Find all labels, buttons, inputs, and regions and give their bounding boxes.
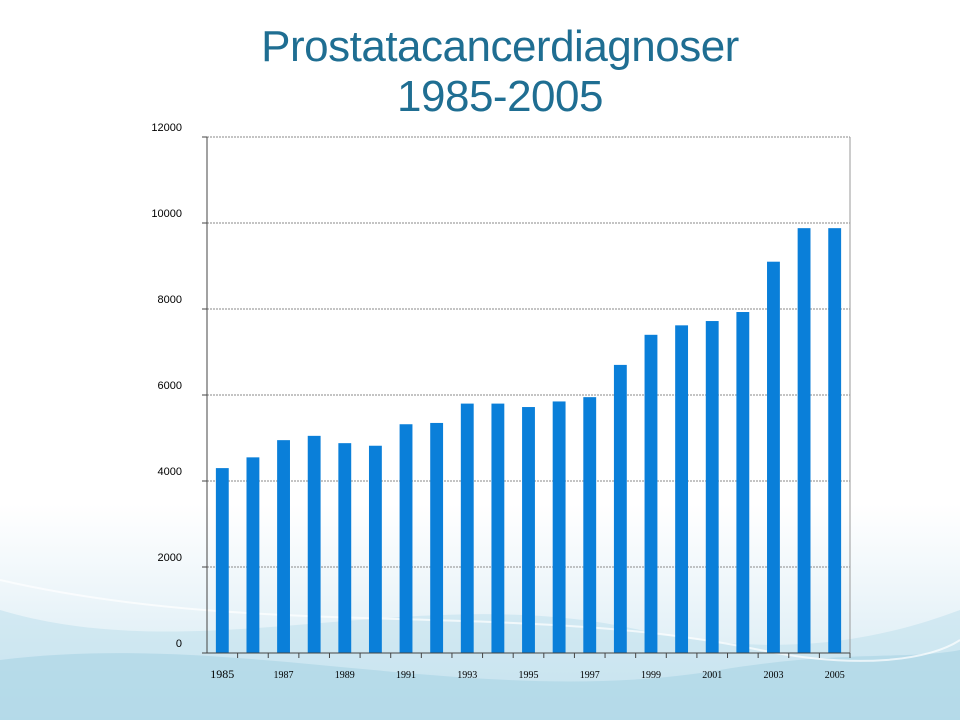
x-tick-label: 2005 [825,670,845,681]
bar-1986 [246,457,260,653]
slide-title: Prostatacancerdiagnoser 1985-2005 [0,22,960,122]
y-tick-label: 0 [176,638,182,650]
bar-1998 [613,364,627,653]
bar-1997 [583,397,597,653]
bar-1985 [215,468,229,653]
x-tick-label: 1991 [396,670,416,681]
bar-2001 [705,321,719,653]
y-tick-label: 10000 [151,208,182,220]
bar-2003 [767,261,780,653]
x-tick-label: 1997 [580,670,600,681]
slide-title-line2: 1985-2005 [397,72,603,121]
bar-2005 [828,228,842,653]
x-tick-label: 1985 [210,667,234,681]
x-tick-label: 1989 [335,670,355,681]
bar-1994 [491,403,505,653]
bar-1987 [277,440,290,653]
bar-1989 [338,443,352,653]
bar-1996 [552,401,566,653]
y-tick-labels: 0 2000 4000 6000 8000 10000 12000 [151,122,182,650]
bar-1988 [307,435,321,653]
y-tick-label: 2000 [158,552,182,564]
bar-1995 [522,407,535,653]
y-tick-label: 6000 [158,380,182,392]
bar-2002 [736,312,750,653]
bar-2000 [675,325,689,653]
y-tick-label: 8000 [158,294,182,306]
bar-1993 [460,403,474,653]
x-tick-label: 1999 [641,670,661,681]
slide-title-line1: Prostatacancerdiagnoser [261,22,739,71]
bar-1991 [399,424,413,653]
x-tick-label: 2001 [702,670,722,681]
x-tick-label: 1987 [274,670,294,681]
bar-2004 [797,228,811,653]
y-tick-label: 4000 [158,466,182,478]
bar-1990 [368,445,382,653]
x-tick-label: 1995 [519,670,539,681]
x-tick-label: 1993 [457,670,477,681]
bar-1999 [644,334,658,653]
bars [215,228,842,653]
x-tick-label: 2003 [763,670,783,681]
bar-1992 [430,422,444,653]
y-tick-label: 12000 [151,122,182,134]
axes [202,136,851,658]
x-tick-labels: 1985 1987 1989 1991 1993 1995 1997 1999 2001 2003… [210,667,844,681]
